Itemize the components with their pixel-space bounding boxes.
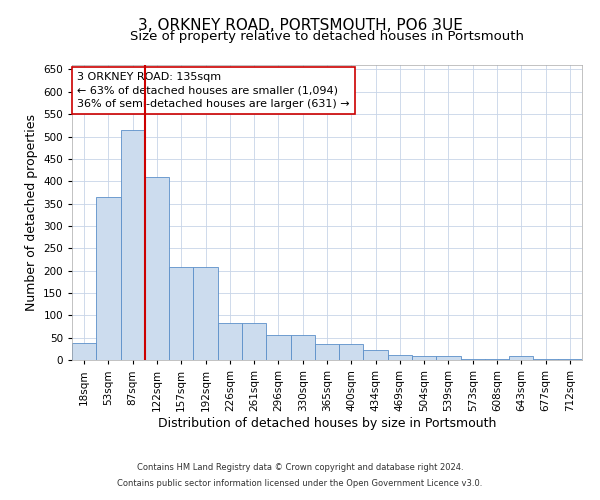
Bar — [558, 359, 582, 360]
Bar — [169, 268, 193, 360]
Bar — [533, 359, 558, 360]
Text: Contains public sector information licensed under the Open Government Licence v3: Contains public sector information licen… — [118, 478, 482, 488]
Bar — [290, 334, 315, 360]
Bar — [121, 130, 145, 360]
Bar — [364, 350, 388, 360]
Bar — [388, 354, 412, 360]
Bar — [242, 323, 266, 360]
Bar — [96, 197, 121, 360]
Text: Contains HM Land Registry data © Crown copyright and database right 2024.: Contains HM Land Registry data © Crown c… — [137, 464, 463, 472]
Bar — [193, 268, 218, 360]
Bar — [339, 344, 364, 360]
X-axis label: Distribution of detached houses by size in Portsmouth: Distribution of detached houses by size … — [158, 416, 496, 430]
Bar — [461, 359, 485, 360]
Bar — [509, 356, 533, 360]
Bar — [266, 334, 290, 360]
Title: Size of property relative to detached houses in Portsmouth: Size of property relative to detached ho… — [130, 30, 524, 43]
Bar — [218, 323, 242, 360]
Bar — [485, 359, 509, 360]
Bar — [72, 344, 96, 360]
Bar — [412, 356, 436, 360]
Bar — [315, 344, 339, 360]
Text: 3, ORKNEY ROAD, PORTSMOUTH, PO6 3UE: 3, ORKNEY ROAD, PORTSMOUTH, PO6 3UE — [137, 18, 463, 32]
Bar — [436, 356, 461, 360]
Y-axis label: Number of detached properties: Number of detached properties — [25, 114, 38, 311]
Bar — [145, 176, 169, 360]
Text: 3 ORKNEY ROAD: 135sqm
← 63% of detached houses are smaller (1,094)
36% of semi-d: 3 ORKNEY ROAD: 135sqm ← 63% of detached … — [77, 72, 350, 109]
